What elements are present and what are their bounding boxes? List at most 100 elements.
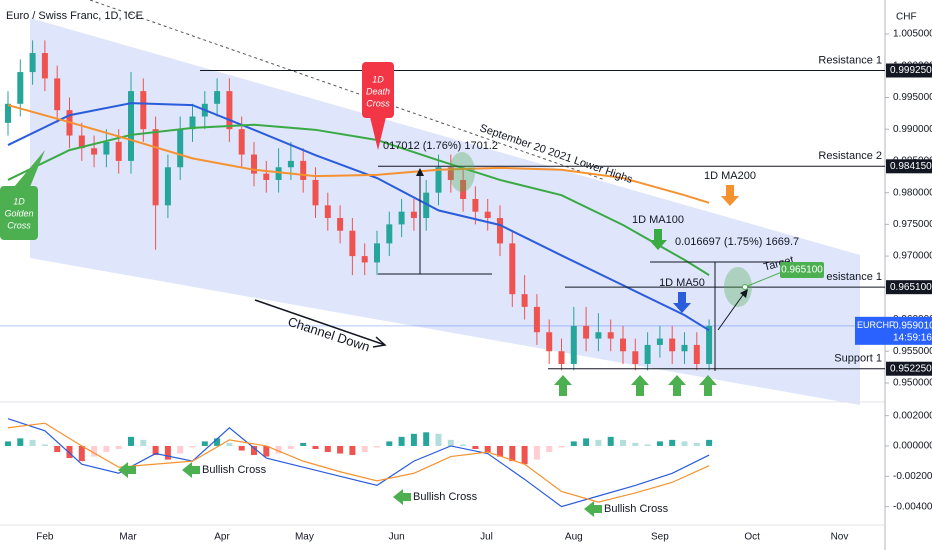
candle-body bbox=[706, 325, 713, 364]
callout-text: 1D bbox=[372, 74, 384, 84]
histogram-bar bbox=[91, 445, 98, 457]
arrow bbox=[118, 462, 136, 478]
histogram-bar bbox=[66, 445, 73, 459]
candle-body bbox=[250, 154, 257, 174]
moving-average bbox=[7, 102, 710, 332]
x-tick-label: Oct bbox=[744, 532, 760, 543]
callout-text: Golden bbox=[4, 208, 33, 218]
histogram-bar bbox=[447, 439, 454, 446]
chart-title: Euro / Swiss Franc, 1D, ICE bbox=[6, 10, 143, 22]
candle-body bbox=[509, 243, 516, 295]
level-price-box bbox=[886, 361, 932, 376]
candle-body bbox=[472, 198, 479, 212]
candle-body bbox=[546, 332, 553, 352]
histogram-bar bbox=[435, 433, 442, 446]
candle-body bbox=[669, 338, 676, 352]
x-tick-label: Nov bbox=[831, 532, 849, 543]
level-price-box bbox=[886, 63, 932, 78]
level-label: Resistance 2 bbox=[818, 150, 882, 162]
candle-body bbox=[41, 53, 48, 79]
x-tick-label: Apr bbox=[214, 532, 230, 543]
candle-body bbox=[287, 160, 294, 168]
candle-body bbox=[361, 256, 368, 263]
histogram-bar bbox=[263, 445, 270, 457]
histogram-bar bbox=[656, 441, 663, 446]
histogram-bar bbox=[410, 433, 417, 446]
candle-body bbox=[693, 344, 700, 364]
axis-layer: 1.0050001.0000000.9950000.9900000.985000… bbox=[36, 29, 932, 543]
cross-label: Bullish Cross bbox=[413, 491, 478, 503]
histogram-bar bbox=[607, 436, 614, 446]
histogram-bar bbox=[595, 439, 602, 446]
candle-body bbox=[632, 351, 639, 364]
histogram-bar bbox=[250, 445, 257, 456]
histogram-bar bbox=[521, 445, 528, 465]
candle-body bbox=[558, 351, 565, 364]
level-price: 0.984150 bbox=[890, 161, 932, 172]
histogram-bar bbox=[189, 445, 196, 448]
channel-arrow bbox=[254, 299, 386, 346]
candle-body bbox=[177, 129, 184, 168]
x-tick-label: May bbox=[295, 532, 314, 543]
candle-body bbox=[681, 344, 688, 352]
histogram-bar bbox=[214, 438, 221, 446]
candle-body bbox=[115, 141, 122, 161]
candle-body bbox=[263, 173, 270, 180]
arrow bbox=[699, 375, 717, 396]
histogram-bar bbox=[17, 438, 24, 446]
target-value: 0.965100 bbox=[781, 265, 823, 276]
last-time: 14:59:16 bbox=[893, 332, 932, 343]
candle-body bbox=[152, 129, 159, 206]
histogram-bar bbox=[423, 432, 430, 446]
histogram-bar bbox=[693, 442, 700, 446]
trend-line bbox=[89, 0, 606, 181]
x-tick-label: Jun bbox=[389, 532, 405, 543]
arrow bbox=[649, 229, 667, 250]
y-tick-label: -0.004000 bbox=[893, 501, 932, 512]
candle-body bbox=[140, 91, 147, 130]
cross-label: Bullish Cross bbox=[604, 503, 669, 515]
histogram-bar bbox=[681, 441, 688, 446]
histogram-bar bbox=[644, 444, 651, 446]
histogram-bar bbox=[140, 439, 147, 446]
histogram-bar bbox=[546, 445, 553, 453]
ma-label: 1D MA100 bbox=[632, 214, 684, 226]
candle-body bbox=[447, 167, 454, 180]
histogram-bar bbox=[4, 441, 11, 446]
histogram-bar bbox=[287, 445, 294, 449]
candle-body bbox=[189, 116, 196, 130]
candle-body bbox=[226, 91, 233, 130]
arrow bbox=[668, 375, 686, 396]
arrow-head bbox=[740, 289, 748, 298]
candle-body bbox=[164, 167, 171, 206]
level-price: 0.952250 bbox=[890, 363, 932, 374]
histogram-bar bbox=[164, 445, 171, 460]
candle-body bbox=[533, 306, 540, 333]
histogram-bar bbox=[669, 439, 676, 446]
histogram-bar bbox=[398, 436, 405, 446]
histogram-bar bbox=[632, 442, 639, 446]
y-tick-label: 0.975000 bbox=[893, 219, 932, 230]
y-tick-label: 0.995000 bbox=[893, 92, 932, 103]
last-price: 0.959010 bbox=[893, 320, 932, 331]
y-tick-label: 0.950000 bbox=[893, 378, 932, 389]
candle-body bbox=[103, 141, 110, 155]
arrow bbox=[393, 489, 411, 505]
measure-label: 017012 (1.76%) 1701.2 bbox=[383, 140, 498, 152]
target-line bbox=[744, 271, 783, 288]
target-arrow bbox=[717, 291, 746, 331]
candle-body bbox=[521, 294, 528, 307]
candle-body bbox=[54, 78, 61, 111]
arrow bbox=[554, 375, 572, 396]
x-tick-label: Jul bbox=[480, 532, 493, 543]
candle-body bbox=[29, 53, 36, 73]
arrow-head bbox=[372, 336, 387, 348]
callout-pointer bbox=[14, 150, 45, 187]
histogram-bar bbox=[620, 439, 627, 446]
x-tick-label: Mar bbox=[119, 532, 137, 543]
level-price: 0.965100 bbox=[890, 282, 932, 293]
candle-body bbox=[595, 332, 602, 339]
histogram-bar bbox=[349, 445, 356, 456]
arrow bbox=[673, 292, 691, 313]
